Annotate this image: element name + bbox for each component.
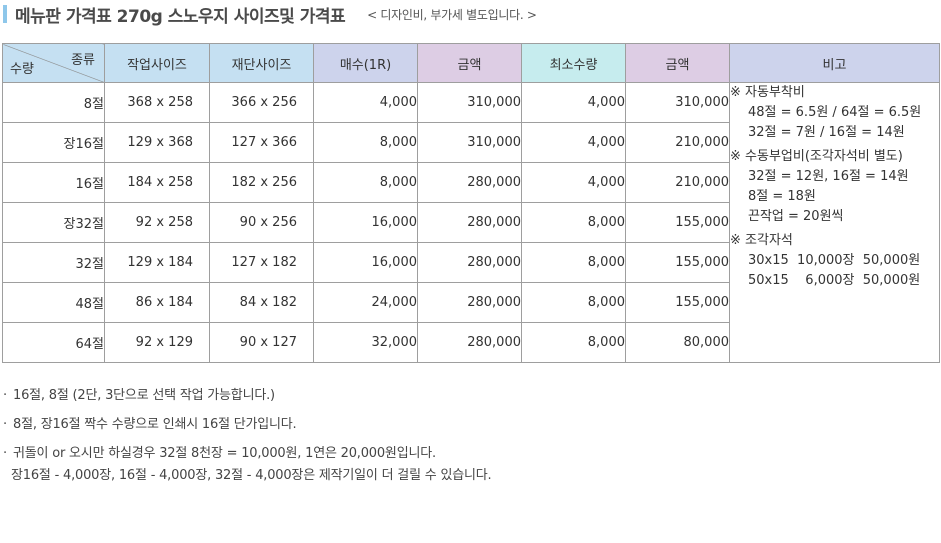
- col-sheets: 매수(1R): [313, 43, 418, 83]
- table-row: 48절 86 x 184 84 x 182 24,000 280,000 8,0…: [2, 282, 940, 323]
- table-header-row: 종류 수량 작업사이즈 재단사이즈 매수(1R) 금액 최소수량 금액 비고: [2, 43, 940, 83]
- cell-kind: 64절: [2, 322, 105, 363]
- cell-kind: 32절: [2, 242, 105, 283]
- title-marker: [3, 5, 7, 23]
- bullet-dot: ·: [3, 446, 7, 461]
- cell-cut-size: 84 x 182: [209, 282, 314, 323]
- price-table: 종류 수량 작업사이즈 재단사이즈 매수(1R) 금액 최소수량 금액 비고 8…: [2, 43, 940, 363]
- col-min-price: 금액: [625, 43, 730, 83]
- cell-work-size: 92 x 258: [104, 202, 210, 243]
- cell-price: 280,000: [417, 242, 522, 283]
- col-work-size: 작업사이즈: [104, 43, 210, 83]
- cell-work-size: 86 x 184: [104, 282, 210, 323]
- cell-kind: 16절: [2, 162, 105, 203]
- magnet-note: ※ 조각자석 30x15 10,000장 50,000원 50x15 6,000…: [730, 231, 939, 291]
- footnote-item: 장16절 - 4,000장, 16절 - 4,000장, 32절 - 4,000…: [3, 461, 492, 490]
- note-line: 50x15 6,000장 50,000원: [748, 273, 921, 288]
- page-title: 메뉴판 가격표 270g 스노우지 사이즈및 가격표: [15, 6, 346, 27]
- note-line: 8절 = 18원: [748, 189, 816, 204]
- cell-sheets: 24,000: [313, 282, 418, 323]
- cell-kind: 장16절: [2, 122, 105, 163]
- cell-kind: 8절: [2, 82, 105, 123]
- manual-work-note: ※ 수동부업비(조각자석비 별도) 32절 = 12원, 16절 = 14원 8…: [730, 147, 939, 227]
- cell-min-price: 155,000: [625, 202, 730, 243]
- remarks-cell: ※ 자동부착비 48절 = 6.5원 / 64절 = 6.5원 32절 = 7원…: [729, 82, 940, 363]
- footnote-text: 귀돌이 or 오시만 하실경우 32절 8천장 = 10,000원, 1연은 2…: [13, 446, 436, 461]
- cell-price: 280,000: [417, 322, 522, 363]
- cell-min-price: 80,000: [625, 322, 730, 363]
- auto-attach-note: ※ 자동부착비 48절 = 6.5원 / 64절 = 6.5원 32절 = 7원…: [730, 83, 939, 143]
- cell-min-price: 310,000: [625, 82, 730, 123]
- note-line: 48절 = 6.5원 / 64절 = 6.5원: [748, 105, 922, 120]
- footnote-text: 장16절 - 4,000장, 16절 - 4,000장, 32절 - 4,000…: [11, 468, 492, 483]
- col-min-qty: 최소수량: [521, 43, 626, 83]
- cell-price: 310,000: [417, 82, 522, 123]
- cell-min-qty: 8,000: [521, 282, 626, 323]
- cell-cut-size: 127 x 366: [209, 122, 314, 163]
- col-cut-size: 재단사이즈: [209, 43, 314, 83]
- tax-note: < 디자인비, 부가세 별도입니다. >: [367, 7, 537, 22]
- note-title: ※ 자동부착비: [730, 85, 805, 100]
- cell-min-qty: 4,000: [521, 122, 626, 163]
- cell-sheets: 8,000: [313, 162, 418, 203]
- bullet-dot: ·: [3, 417, 7, 432]
- table-row: 64절 92 x 129 90 x 127 32,000 280,000 8,0…: [2, 322, 940, 363]
- cell-sheets: 8,000: [313, 122, 418, 163]
- note-line: 32절 = 7원 / 16절 = 14원: [748, 125, 905, 140]
- cell-kind: 48절: [2, 282, 105, 323]
- cell-work-size: 129 x 184: [104, 242, 210, 283]
- cell-kind: 장32절: [2, 202, 105, 243]
- table-row: 16절 184 x 258 182 x 256 8,000 280,000 4,…: [2, 162, 940, 203]
- cell-price: 280,000: [417, 162, 522, 203]
- footnote-text: 16절, 8절 (2단, 3단으로 선택 작업 가능합니다.): [13, 388, 275, 403]
- cell-min-qty: 8,000: [521, 242, 626, 283]
- cell-min-qty: 4,000: [521, 82, 626, 123]
- corner-qty-label: 수량: [10, 62, 34, 77]
- cell-min-qty: 4,000: [521, 162, 626, 203]
- note-line: 끈작업 = 20원씩: [748, 209, 844, 224]
- cell-price: 280,000: [417, 282, 522, 323]
- bullet-dot: ·: [3, 388, 7, 403]
- cell-min-price: 155,000: [625, 282, 730, 323]
- note-title: ※ 수동부업비(조각자석비 별도): [730, 149, 903, 164]
- cell-price: 280,000: [417, 202, 522, 243]
- cell-sheets: 16,000: [313, 242, 418, 283]
- col-remarks: 비고: [729, 43, 940, 83]
- cell-price: 310,000: [417, 122, 522, 163]
- cell-min-price: 155,000: [625, 242, 730, 283]
- note-line: 32절 = 12원, 16절 = 14원: [748, 169, 909, 184]
- cell-cut-size: 90 x 127: [209, 322, 314, 363]
- cell-sheets: 16,000: [313, 202, 418, 243]
- cell-work-size: 184 x 258: [104, 162, 210, 203]
- footnotes: · 16절, 8절 (2단, 3단으로 선택 작업 가능합니다.) · 8절, 장1…: [3, 381, 492, 490]
- cell-work-size: 129 x 368: [104, 122, 210, 163]
- footnote-item: · 16절, 8절 (2단, 3단으로 선택 작업 가능합니다.): [3, 381, 491, 410]
- cell-min-qty: 8,000: [521, 202, 626, 243]
- title-bar: 메뉴판 가격표 270g 스노우지 사이즈및 가격표 < 디자인비, 부가세 별…: [3, 3, 537, 27]
- cell-work-size: 92 x 129: [104, 322, 210, 363]
- cell-sheets: 32,000: [313, 322, 418, 363]
- cell-cut-size: 182 x 256: [209, 162, 314, 203]
- table-row: 8절 368 x 258 366 x 256 4,000 310,000 4,0…: [2, 82, 940, 363]
- corner-header: 종류 수량: [2, 43, 105, 83]
- col-price: 금액: [417, 43, 522, 83]
- note-line: 30x15 10,000장 50,000원: [748, 253, 921, 268]
- footnote-text: 8절, 장16절 짝수 수량으로 인쇄시 16절 단가입니다.: [13, 417, 297, 432]
- note-title: ※ 조각자석: [730, 233, 793, 248]
- cell-cut-size: 366 x 256: [209, 82, 314, 123]
- cell-cut-size: 90 x 256: [209, 202, 314, 243]
- cell-min-price: 210,000: [625, 122, 730, 163]
- table-row: 32절 129 x 184 127 x 182 16,000 280,000 8…: [2, 242, 940, 283]
- cell-min-price: 210,000: [625, 162, 730, 203]
- cell-min-qty: 8,000: [521, 322, 626, 363]
- footnote-item: · 8절, 장16절 짝수 수량으로 인쇄시 16절 단가입니다.: [3, 410, 491, 439]
- cell-work-size: 368 x 258: [104, 82, 210, 123]
- table-row: 장32절 92 x 258 90 x 256 16,000 280,000 8,…: [2, 202, 940, 243]
- table-row: 장16절 129 x 368 127 x 366 8,000 310,000 4…: [2, 122, 940, 163]
- cell-cut-size: 127 x 182: [209, 242, 314, 283]
- corner-type-label: 종류: [71, 53, 95, 68]
- cell-sheets: 4,000: [313, 82, 418, 123]
- footnote-item: · 귀돌이 or 오시만 하실경우 32절 8천장 = 10,000원, 1연은 …: [3, 439, 491, 468]
